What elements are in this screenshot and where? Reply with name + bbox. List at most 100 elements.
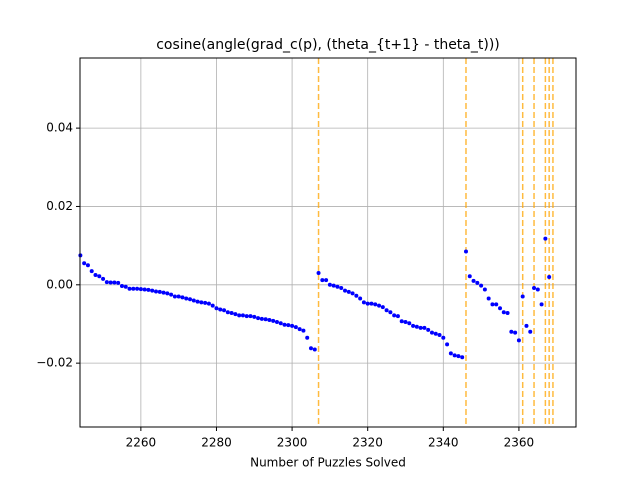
- point: [85, 263, 90, 268]
- y-tick-label: 0.02: [46, 199, 73, 213]
- point: [312, 347, 317, 352]
- point: [456, 354, 461, 359]
- point: [203, 300, 208, 305]
- point: [437, 332, 442, 337]
- point: [108, 280, 113, 285]
- point: [301, 328, 306, 333]
- point: [509, 329, 514, 334]
- point: [138, 287, 143, 292]
- point: [407, 321, 412, 326]
- point: [153, 289, 158, 294]
- point: [127, 286, 132, 291]
- point: [89, 269, 94, 274]
- point: [271, 318, 276, 323]
- point: [377, 303, 382, 308]
- point: [441, 335, 446, 340]
- point: [369, 301, 374, 306]
- point: [384, 308, 389, 313]
- point: [278, 321, 283, 326]
- point: [532, 285, 537, 290]
- point: [505, 311, 510, 316]
- chart-title: cosine(angle(grad_c(p), (theta_{t+1} - t…: [156, 37, 500, 53]
- point: [316, 271, 321, 276]
- point: [229, 311, 234, 316]
- point: [543, 236, 548, 241]
- point: [467, 274, 472, 279]
- point: [244, 314, 249, 319]
- point: [471, 278, 476, 283]
- point: [388, 310, 393, 315]
- x-tick-label: 2300: [277, 436, 308, 450]
- point: [524, 323, 529, 328]
- point: [263, 317, 268, 322]
- point: [308, 346, 313, 351]
- point: [494, 302, 499, 307]
- point: [176, 294, 181, 299]
- point: [528, 329, 533, 334]
- point: [240, 313, 245, 318]
- point: [380, 305, 385, 310]
- y-tick-label: 0.00: [46, 277, 73, 291]
- point: [350, 291, 355, 296]
- plot-frame: [79, 57, 577, 428]
- point: [324, 278, 329, 283]
- point: [146, 287, 151, 292]
- point: [365, 301, 370, 306]
- point: [392, 313, 397, 318]
- point: [259, 316, 264, 321]
- point: [195, 299, 200, 304]
- point: [206, 301, 211, 306]
- point: [112, 280, 117, 285]
- point: [290, 323, 295, 328]
- point: [426, 327, 431, 332]
- x-tick-label: 2260: [126, 436, 157, 450]
- point: [403, 320, 408, 325]
- point: [191, 298, 196, 303]
- point: [361, 300, 366, 305]
- point: [218, 307, 223, 312]
- point: [516, 338, 521, 343]
- point: [123, 284, 128, 289]
- point: [535, 287, 540, 292]
- point: [180, 295, 185, 300]
- point: [422, 325, 427, 330]
- point: [520, 294, 525, 299]
- point: [119, 283, 124, 288]
- x-tick-label: 2360: [504, 436, 535, 450]
- point: [222, 308, 227, 313]
- point: [210, 303, 215, 308]
- y-tick-label: 0.04: [46, 121, 73, 135]
- point: [411, 323, 416, 328]
- x-axis-label: Number of Puzzles Solved: [250, 456, 406, 470]
- point: [479, 283, 484, 288]
- point: [150, 288, 155, 293]
- x-tick-label: 2280: [201, 436, 232, 450]
- point: [237, 313, 242, 318]
- point: [101, 276, 106, 281]
- point: [358, 296, 363, 301]
- point: [142, 287, 147, 292]
- point: [463, 249, 468, 254]
- point: [486, 296, 491, 301]
- point: [93, 273, 98, 278]
- point: [539, 302, 544, 307]
- point: [320, 278, 325, 283]
- point: [188, 297, 193, 302]
- point: [282, 322, 287, 327]
- point: [172, 294, 177, 299]
- point: [252, 314, 257, 319]
- point: [460, 355, 465, 360]
- point: [343, 288, 348, 293]
- point: [286, 323, 291, 328]
- point: [214, 306, 219, 311]
- point: [418, 325, 423, 330]
- point: [433, 331, 438, 336]
- point: [414, 324, 419, 329]
- point: [490, 302, 495, 307]
- point: [169, 292, 174, 297]
- point: [131, 286, 136, 291]
- y-tick-label: −0.02: [36, 356, 73, 370]
- x-tick-label: 2340: [428, 436, 459, 450]
- point: [335, 284, 340, 289]
